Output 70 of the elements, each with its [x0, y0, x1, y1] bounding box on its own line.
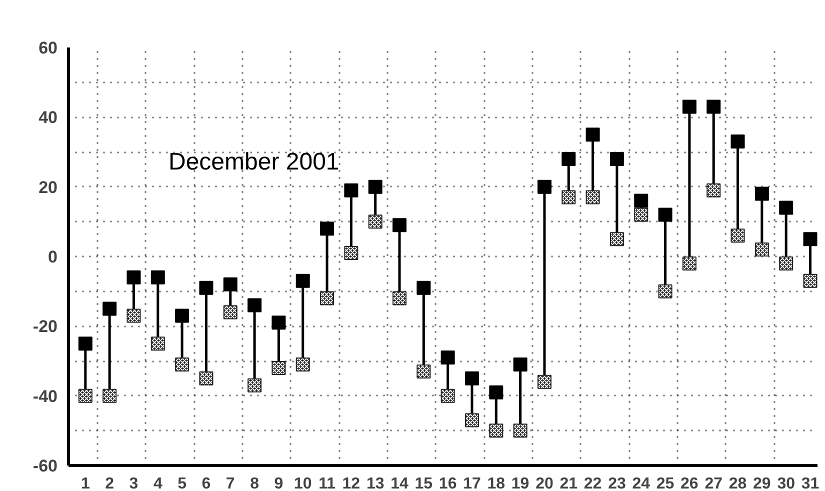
x-tick-label: 10	[294, 476, 312, 491]
point	[344, 183, 358, 198]
x-tick-label: 26	[680, 476, 698, 491]
point	[320, 222, 334, 236]
x-tick-label: 17	[463, 476, 481, 491]
point	[296, 274, 310, 288]
x-tick-label: 28	[728, 476, 747, 491]
x-tick-label: 12	[342, 476, 360, 491]
point	[150, 270, 165, 284]
y-tick-label: -60	[32, 456, 58, 476]
x-tick-label: 22	[584, 476, 602, 491]
x-tick-label: 5	[178, 476, 187, 491]
x-tick-label: 16	[438, 476, 457, 491]
x-tick-label: 18	[487, 476, 506, 491]
x-tick-label: 1	[80, 476, 90, 491]
x-tick-label: 21	[560, 476, 578, 491]
point	[682, 100, 696, 114]
point	[658, 208, 672, 222]
y-tick-label: 20	[38, 178, 58, 197]
point	[368, 180, 382, 194]
x-tick-label: 3	[129, 476, 138, 491]
x-tick-label: 11	[318, 476, 336, 491]
x-tick-label: 2	[105, 476, 114, 491]
point	[78, 336, 92, 351]
point	[489, 385, 504, 400]
x-tick-label: 27	[704, 476, 723, 491]
point	[464, 371, 479, 386]
point	[199, 280, 214, 295]
point	[706, 100, 721, 114]
x-tick-label: 8	[250, 476, 260, 491]
x-tick-label: 31	[801, 476, 820, 491]
point	[416, 280, 431, 295]
point	[610, 152, 624, 166]
y-tick-label: 40	[38, 108, 58, 128]
point	[102, 302, 117, 316]
point	[248, 298, 262, 312]
x-tick-label: 6	[202, 476, 211, 491]
x-tick-label: 7	[226, 476, 235, 491]
x-tick-label: 13	[366, 476, 384, 491]
x-tick-label: 24	[632, 476, 650, 491]
point	[223, 277, 238, 292]
point	[537, 180, 552, 194]
point	[779, 200, 794, 215]
text: December 2001	[168, 148, 340, 176]
point	[272, 316, 286, 330]
x-tick-label: 30	[777, 476, 796, 491]
point	[730, 134, 745, 149]
point	[754, 186, 769, 201]
point	[126, 270, 141, 284]
x-tick-label: 4	[153, 476, 162, 491]
point	[586, 128, 600, 142]
x-tick-label: 19	[511, 476, 530, 491]
point	[440, 350, 455, 365]
y-tick-label: -40	[32, 386, 58, 406]
x-tick-label: 15	[414, 476, 433, 491]
point	[634, 194, 648, 208]
x-tick-label: 23	[608, 476, 626, 491]
y-tick-label: 0	[48, 248, 58, 266]
point	[513, 357, 528, 372]
x-tick-label: 25	[656, 476, 674, 491]
point	[562, 152, 576, 166]
x-tick-label: 29	[753, 476, 771, 491]
point	[392, 218, 407, 232]
y-tick-label: -20	[32, 317, 58, 336]
x-tick-label: 14	[390, 476, 409, 491]
point	[175, 308, 190, 323]
x-tick-label: 9	[274, 476, 284, 491]
x-tick-label: 20	[536, 476, 554, 491]
point	[803, 232, 818, 246]
y-tick-label: 60	[38, 38, 58, 58]
